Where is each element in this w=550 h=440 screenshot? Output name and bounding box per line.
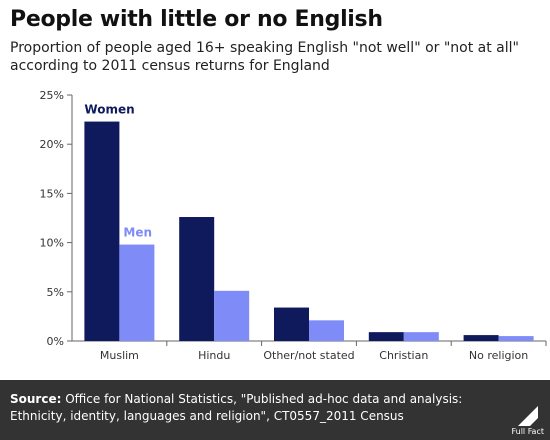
bar-chart: 0% 5% 10% 15% 20% 25% Women Men Muslim Hindu Other… [40,89,547,362]
x-tick-label: Other/not stated [263,349,354,362]
bar-men [214,290,250,341]
logo-mark-icon [518,406,538,426]
x-tick-label: Christian [379,349,428,362]
bar-women [274,307,309,341]
bar-men [498,336,534,341]
y-tick-label: 5% [47,286,64,299]
x-tick-label: Muslim [100,349,139,362]
chart-subtitle: Proportion of people aged 16+ speaking E… [10,40,519,74]
bar-women [463,335,499,341]
source-footer: Source: Office for National Statistics, … [0,380,550,440]
y-tick-label: 20% [40,138,64,151]
bar-women [368,332,404,341]
bar-women [84,121,120,342]
series-label: Men [123,226,152,240]
series-label: Women [84,103,134,117]
logo-text: Full Fact [511,427,544,436]
bar-men [403,332,439,341]
y-tick-label: 0% [47,335,64,348]
bar-men [309,320,344,341]
chart-title: People with little or no English [10,7,383,32]
source-text: Source: Office for National Statistics, … [10,391,470,425]
bar-men [119,244,155,341]
x-tick-label: No religion [469,349,528,362]
source-label: Source: [10,392,62,406]
y-tick-label: 15% [40,187,64,200]
source-citation: Office for National Statistics, "Publish… [10,392,463,423]
x-tick-label: Hindu [198,349,230,362]
y-tick-label: 10% [40,237,64,250]
bar-women [179,217,215,341]
y-tick-label: 25% [40,89,64,102]
full-fact-logo: Full Fact [504,402,544,436]
